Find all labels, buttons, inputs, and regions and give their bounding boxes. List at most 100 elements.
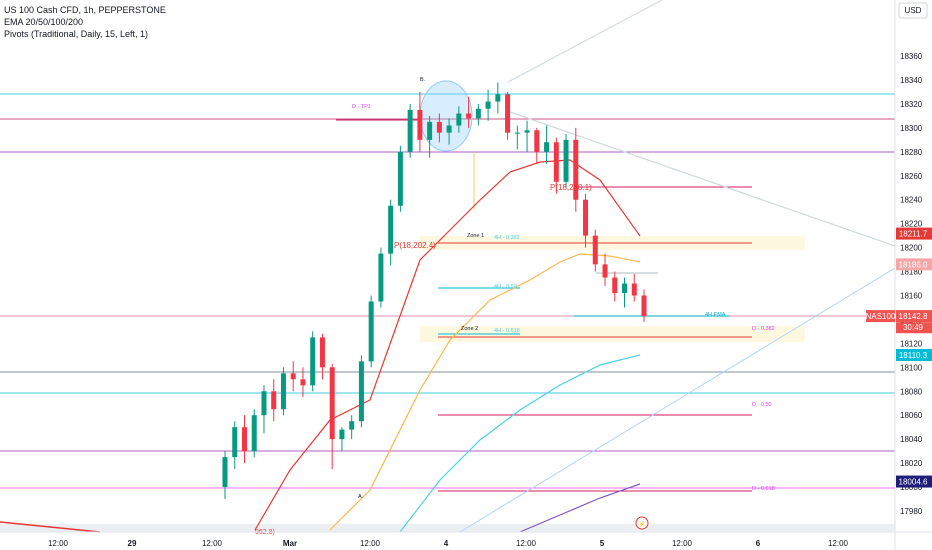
- legend-symbol: US 100 Cash CFD, 1h, PEPPERSTONE: [4, 5, 166, 15]
- x-tick-label: 4: [444, 539, 449, 548]
- label-d-050: D - 0.50: [752, 402, 772, 408]
- candle: [612, 271, 618, 302]
- candle: [495, 82, 501, 114]
- trendline-lower: [459, 267, 896, 533]
- candle-body: [388, 205, 394, 254]
- candle-body: [436, 121, 442, 133]
- candle-body: [631, 283, 637, 296]
- price-tag-box: [896, 322, 932, 334]
- x-tick-label: 12:00: [672, 539, 693, 548]
- x-tick-label: 12:00: [516, 539, 537, 548]
- candle-body: [261, 391, 267, 416]
- chart-legend: US 100 Cash CFD, 1h, PEPPERSTONE EMA 20/…: [4, 4, 166, 40]
- candle: [534, 127, 540, 164]
- candle: [417, 91, 423, 152]
- label-4h-0618: 4H - 0.618: [494, 328, 520, 334]
- label-pivot-lower: P(18,202.4): [394, 241, 436, 250]
- label-d-tp1: D - TP1: [352, 104, 371, 110]
- candle: [573, 127, 579, 212]
- candle: [427, 115, 433, 158]
- trendline-channel: [509, 111, 896, 247]
- y-tick-label: 18080: [900, 387, 923, 396]
- y-tick-label: 18240: [900, 196, 923, 205]
- candle: [563, 133, 569, 188]
- label-a: A.: [358, 494, 364, 500]
- candle: [271, 379, 277, 422]
- candle: [329, 363, 335, 470]
- candle-body: [241, 427, 247, 452]
- x-tick-label: 12:00: [828, 539, 849, 548]
- candle-body: [514, 132, 520, 134]
- price-tag-label: 18004.6: [899, 478, 928, 487]
- price-tag-box: [896, 475, 932, 488]
- highlight-circle: [419, 80, 473, 152]
- label-d-0618: D - 0.618: [752, 486, 775, 492]
- candle: [241, 415, 247, 464]
- x-tick-label: 12:00: [202, 539, 223, 548]
- candle-body: [271, 391, 277, 410]
- label-4h-0382: 4H - 0.382: [494, 235, 520, 241]
- candle-body: [222, 457, 228, 488]
- candle-body: [232, 427, 238, 458]
- y-tick-label: 18340: [900, 76, 923, 85]
- x-tick-label: 5: [600, 539, 605, 548]
- candle-body: [446, 125, 452, 133]
- candle: [475, 103, 481, 126]
- flash-icon-glyph: ⚡: [639, 521, 646, 528]
- candle: [631, 273, 637, 302]
- legend-pivots: Pivots (Traditional, Daily, 15, Left, 1): [4, 29, 149, 39]
- candle-body: [358, 361, 364, 422]
- price-tag-box: [896, 258, 932, 271]
- candle: [407, 103, 413, 158]
- candle: [553, 137, 559, 194]
- y-tick-label: 18260: [900, 172, 923, 181]
- candle: [222, 451, 228, 500]
- candle-body: [612, 277, 618, 294]
- currency-label: USD: [905, 6, 922, 15]
- price-tag-countdown: 30:49: [903, 323, 924, 332]
- candle-body: [280, 373, 286, 410]
- candle-body: [466, 113, 472, 119]
- candle: [300, 367, 306, 398]
- candle-body: [427, 121, 433, 140]
- candle: [602, 253, 608, 286]
- candle-body: [553, 142, 559, 182]
- y-tick-label: 18060: [900, 411, 923, 420]
- legend-ema: EMA 20/50/100/200: [4, 17, 84, 27]
- candle: [485, 89, 491, 121]
- y-tick-label: 18020: [900, 459, 923, 468]
- y-tick-label: 18300: [900, 124, 923, 133]
- x-tick-label: 12:00: [360, 539, 381, 548]
- x-tick-label: 6: [756, 539, 761, 548]
- candle-body: [319, 337, 325, 368]
- candle: [641, 289, 647, 322]
- candle-body: [407, 109, 413, 152]
- candle: [446, 118, 452, 145]
- candle-body: [456, 113, 462, 126]
- candle: [436, 113, 442, 143]
- y-tick-label: 17980: [900, 507, 923, 516]
- candle-body: [290, 373, 296, 380]
- candle-body: [397, 151, 403, 206]
- candle-body: [505, 94, 511, 133]
- candle-body: [485, 101, 491, 109]
- candle: [310, 331, 316, 392]
- candle-body: [602, 264, 608, 278]
- bottom-band: [0, 524, 895, 532]
- candle: [505, 91, 511, 140]
- candle: [622, 277, 628, 308]
- candle: [466, 96, 472, 128]
- candle: [544, 125, 550, 164]
- ema-200: [519, 483, 641, 533]
- candle-body: [544, 142, 550, 152]
- trendline-upper: [507, 0, 663, 83]
- price-tag-label: 18186.0: [899, 260, 928, 269]
- candle-body: [563, 139, 569, 182]
- ema-100: [399, 354, 641, 533]
- label-zone-1: Zone 1: [467, 233, 484, 239]
- candle-body: [378, 253, 384, 302]
- candle-body: [339, 429, 345, 440]
- candle-body: [583, 199, 589, 236]
- candle-body: [573, 139, 579, 200]
